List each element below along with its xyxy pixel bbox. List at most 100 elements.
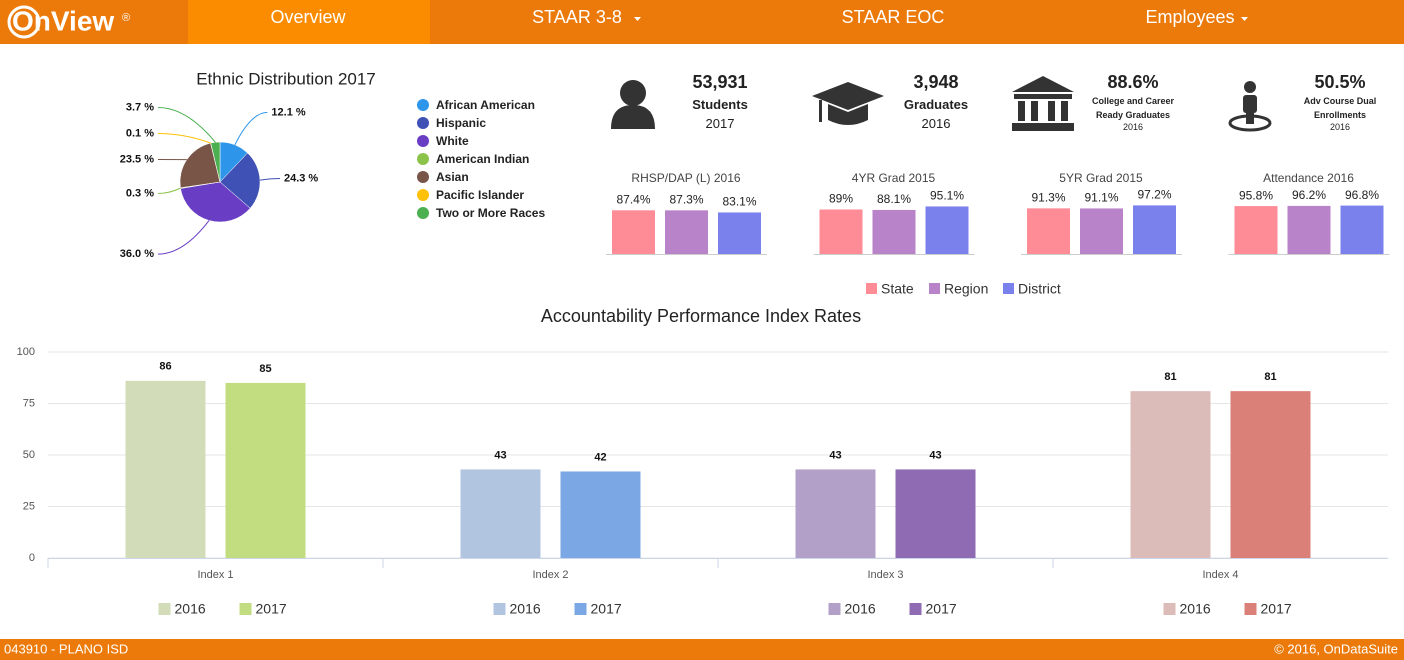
pie-slice: [219, 152, 261, 209]
legend-label: Two or More Races: [436, 206, 545, 220]
legend-swatch: [828, 603, 841, 615]
footer-bar: [0, 639, 1404, 660]
data-label: 0.1 %: [126, 127, 154, 139]
stat-label: Adv Course Dual Enrollments: [1303, 96, 1377, 120]
data-label: 87.4%: [616, 192, 650, 206]
legend-swatch: [866, 283, 877, 294]
caret: [1241, 17, 1248, 21]
y-tick-label: 100: [17, 346, 35, 358]
chart-title: 5YR Grad 2015: [1059, 171, 1143, 185]
data-label: 0.3 %: [126, 187, 154, 199]
legend-label: Pacific Islander: [436, 188, 524, 202]
chart-title: RHSP/DAP (L) 2016: [631, 171, 740, 185]
data-label: 89%: [829, 192, 853, 206]
legend-swatch: [909, 603, 922, 615]
legend-label: 2016: [175, 601, 206, 617]
data-label: 85: [259, 363, 271, 375]
data-label: 88.1%: [877, 192, 911, 206]
stat-value: 3,948: [913, 72, 959, 92]
leader-line: [234, 111, 268, 146]
data-label: 43: [494, 449, 506, 461]
legend-label: White: [436, 134, 469, 148]
bar: [1130, 391, 1211, 558]
data-label: 3.7 %: [126, 101, 154, 113]
data-label: 42: [594, 451, 606, 463]
data-label: 86: [159, 361, 171, 373]
stat-label: College and Career Ready Graduates: [1091, 96, 1175, 120]
bar: [460, 469, 541, 558]
legend-label: 2017: [926, 601, 957, 617]
legend-label: 2017: [256, 601, 287, 617]
nav-item[interactable]: Overview: [270, 7, 346, 27]
stat-sub: 2016: [921, 116, 951, 131]
graduates-icon: [812, 82, 884, 125]
nav-item[interactable]: STAAR EOC: [842, 7, 945, 27]
stat-label: Students: [692, 97, 748, 112]
x-tick-label: Index 3: [867, 569, 903, 581]
stat-sub: 2016: [1122, 122, 1144, 132]
y-tick-label: 0: [29, 552, 35, 564]
legend-label: District: [1018, 281, 1061, 297]
legend-swatch: [239, 603, 252, 615]
data-label: 87.3%: [669, 193, 703, 207]
legend-swatch: [417, 117, 429, 129]
bar: [225, 382, 306, 558]
logo-ring: [7, 5, 41, 39]
legend-label: Region: [944, 281, 988, 297]
caret: [634, 17, 641, 21]
legend-label: African American: [436, 98, 535, 112]
data-label: 43: [829, 449, 841, 461]
x-tick-label: Index 2: [532, 569, 568, 581]
data-label: 43: [929, 449, 941, 461]
bar: [1340, 205, 1384, 254]
bar: [925, 206, 969, 254]
data-label: 12.1 %: [271, 106, 305, 118]
nav-item[interactable]: Employees: [1145, 7, 1234, 27]
x-tick-label: Index 4: [1202, 569, 1238, 581]
data-label: 95.1%: [930, 189, 964, 203]
x-tick-label: Index 1: [197, 569, 233, 581]
bar: [1230, 391, 1311, 558]
legend-swatch: [1163, 603, 1176, 615]
data-label: 97.2%: [1137, 188, 1171, 202]
legend-swatch: [574, 603, 587, 615]
bar: [1080, 208, 1123, 254]
nav-active: [188, 0, 430, 44]
stat-sub: 2016: [1329, 122, 1351, 132]
chart-title: Accountability Performance Index Rates: [541, 306, 861, 326]
chart-title: 4YR Grad 2015: [852, 171, 936, 185]
legend-swatch: [417, 189, 429, 201]
data-label: 23.5 %: [120, 153, 154, 165]
bar: [895, 469, 976, 558]
stat: 88.6% College and Career Ready Graduates 2…: [1073, 72, 1193, 132]
data-label: 83.1%: [722, 195, 756, 209]
leader-line: [259, 177, 280, 181]
data-label: 36.0 %: [120, 248, 154, 260]
legend-swatch: [417, 171, 429, 183]
legend-swatch: [417, 99, 429, 111]
stat-sub: 2017: [705, 116, 735, 131]
nav-item[interactable]: STAAR 3-8: [532, 7, 622, 27]
bar: [125, 380, 206, 558]
bar: [795, 469, 876, 558]
stat-label: Graduates: [903, 97, 969, 112]
data-label: 96.8%: [1345, 188, 1379, 202]
footer-left: 043910 - PLANO ISD: [4, 641, 128, 656]
chart-title: Ethnic Distribution 2017: [196, 69, 376, 88]
chart-title: Attendance 2016: [1263, 171, 1354, 185]
legend-label: Hispanic: [436, 116, 486, 130]
logo[interactable]: OnView: [12, 5, 114, 36]
legend-label: 2017: [591, 601, 622, 617]
leader-line: [157, 187, 181, 194]
stat-value: 88.6%: [1107, 72, 1159, 92]
data-label: 96.2%: [1292, 188, 1326, 202]
legend-label: American Indian: [436, 152, 529, 166]
leader-line: [157, 107, 216, 143]
pie-slice: [180, 181, 251, 223]
bar: [612, 210, 655, 254]
legend-swatch: [417, 135, 429, 147]
data-label: 24.3 %: [284, 172, 318, 184]
stat: 53,931 Students 2017: [660, 72, 780, 131]
